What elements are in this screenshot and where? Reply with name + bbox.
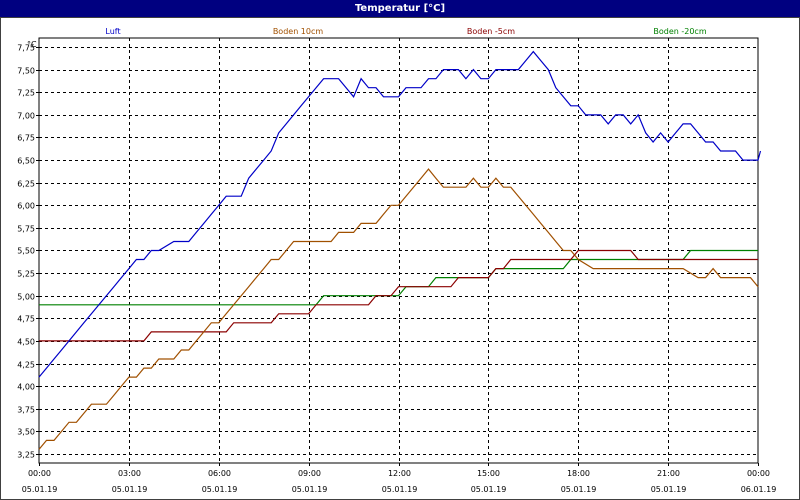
x-tick-time: 09:00 (298, 469, 321, 478)
x-tick-time: 03:00 (118, 469, 141, 478)
legend-entry: Boden -5cm (467, 27, 515, 36)
legend-entry: Luft (105, 27, 120, 36)
x-tick-date: 05.01.19 (202, 485, 238, 494)
series-line (38, 168, 759, 450)
x-tick-time: 21:00 (657, 469, 680, 478)
x-tick-date: 05.01.19 (561, 485, 597, 494)
x-tick-date: 05.01.19 (112, 485, 148, 494)
legend-entry: Boden 10cm (273, 27, 324, 36)
y-tick-label: 4,50 (17, 338, 35, 347)
x-tick-date: 05.01.19 (651, 485, 687, 494)
y-tick-label: 6,00 (17, 202, 35, 211)
x-tick-time: 06:00 (208, 469, 231, 478)
series-line (39, 249, 758, 306)
chart-frame (0, 17, 800, 500)
y-tick-label: 6,50 (17, 157, 35, 166)
x-tick-time: 18:00 (567, 469, 590, 478)
chart-title: Temperatur [°C] (0, 0, 800, 17)
y-tick-label: 4,25 (17, 361, 35, 370)
x-tick-time: 15:00 (477, 469, 500, 478)
y-tick-label: 4,75 (17, 315, 35, 324)
y-tick-label: 3,75 (17, 406, 35, 415)
y-tick-label: 7,75 (17, 44, 35, 53)
y-axis-label: °C (27, 40, 37, 49)
y-tick-label: 6,75 (17, 134, 35, 143)
x-tick-date: 05.01.19 (471, 485, 507, 494)
x-tick-time: 12:00 (388, 469, 411, 478)
series-line (39, 249, 758, 342)
y-tick-label: 5,75 (17, 225, 35, 234)
y-tick-label: 7,00 (17, 112, 35, 121)
y-tick-label: 4,00 (17, 383, 35, 392)
x-tick-date: 05.01.19 (292, 485, 328, 494)
x-tick-time: 00:00 (747, 469, 770, 478)
series-line (38, 50, 762, 378)
y-tick-label: 5,25 (17, 270, 35, 279)
x-tick-date: 05.01.19 (22, 485, 58, 494)
y-tick-label: 3,50 (17, 428, 35, 437)
x-tick-date: 06.01.19 (741, 485, 777, 494)
y-tick-label: 7,25 (17, 89, 35, 98)
y-tick-label: 6,25 (17, 180, 35, 189)
y-tick-label: 5,50 (17, 247, 35, 256)
y-tick-label: 3,25 (17, 451, 35, 460)
legend-entry: Boden -20cm (653, 27, 706, 36)
x-tick-date: 05.01.19 (382, 485, 418, 494)
y-tick-label: 7,50 (17, 67, 35, 76)
x-tick-time: 00:00 (28, 469, 51, 478)
plot-area (38, 37, 759, 464)
y-tick-label: 5,00 (17, 293, 35, 302)
